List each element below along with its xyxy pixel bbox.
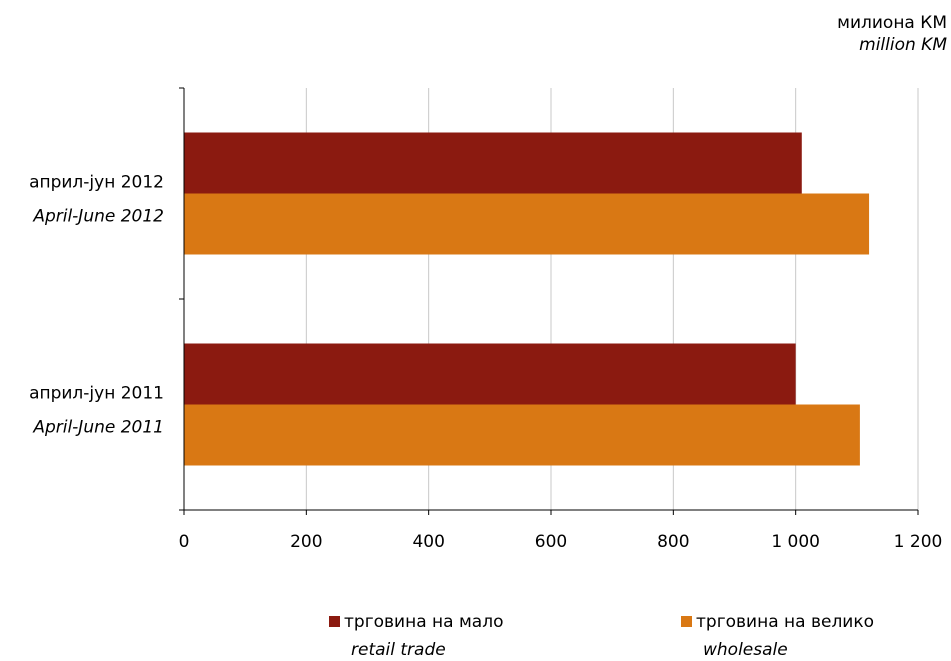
legend-item-wholesale: трговина на велико wholesale	[681, 611, 874, 661]
x-tick-label-0: 0	[179, 532, 190, 552]
bar-wholesale-1	[184, 404, 860, 466]
legend-swatch-wholesale	[681, 616, 692, 627]
unit-label-english: million KM	[859, 35, 947, 55]
legend-item-retail: трговина на мало retail trade	[329, 611, 503, 661]
category-label-english-0: April-June 2012	[32, 207, 164, 227]
x-tick-label-2: 400	[412, 532, 444, 552]
bar-wholesale-0	[184, 193, 870, 255]
legend-label-retail-english: retail trade	[351, 640, 446, 660]
legend-swatch-retail	[329, 616, 340, 627]
category-label-0: април-јун 2012	[29, 173, 164, 193]
x-tick-label-4: 800	[657, 532, 689, 552]
bar-retail-1	[184, 343, 796, 405]
category-label-1: април-јун 2011	[29, 384, 164, 404]
category-label-english-1: April-June 2011	[32, 418, 164, 438]
x-tick-label-6: 1 200	[894, 532, 943, 552]
x-tick-label-3: 600	[535, 532, 567, 552]
unit-label-local: милиона КМ	[837, 13, 947, 33]
unit-label: милиона КМ million KM	[837, 12, 947, 56]
legend-label-retail: трговина на мало	[344, 612, 504, 632]
x-tick-label-5: 1 000	[771, 532, 820, 552]
legend-label-wholesale-english: wholesale	[703, 640, 788, 660]
bar-retail-0	[184, 132, 802, 194]
x-tick-label-1: 200	[290, 532, 322, 552]
legend-label-wholesale: трговина на велико	[696, 612, 875, 632]
